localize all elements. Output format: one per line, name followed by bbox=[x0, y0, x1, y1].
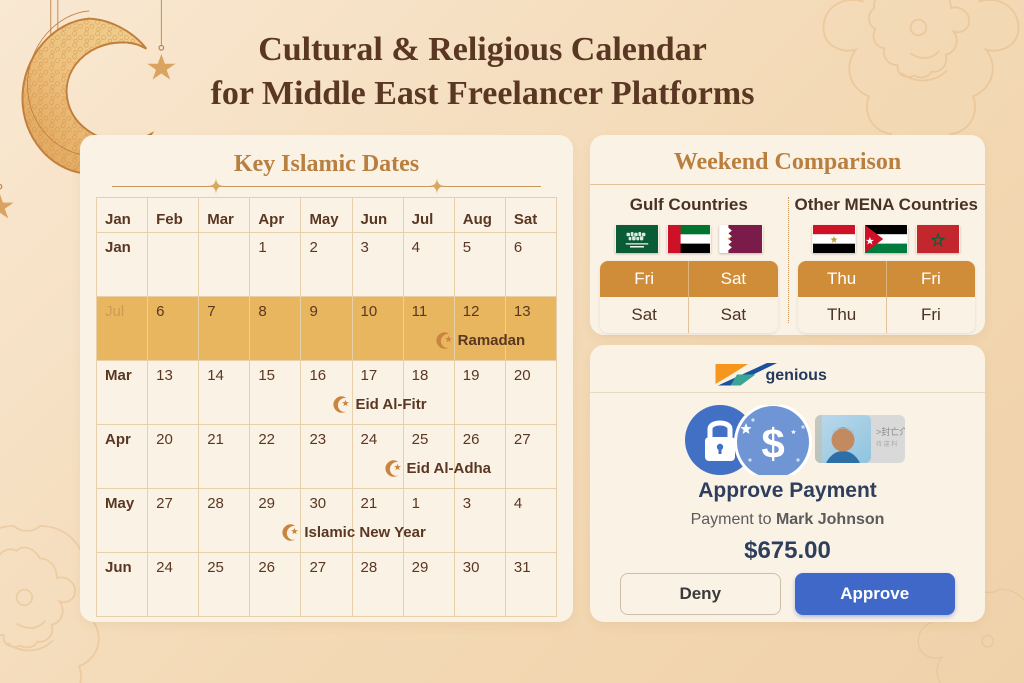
svg-text:>封亡介: >封亡介 bbox=[876, 426, 905, 437]
svg-text:genious: genious bbox=[765, 367, 826, 384]
svg-text:待 違 料: 待 違 料 bbox=[876, 440, 897, 448]
svg-text:$: $ bbox=[761, 420, 784, 467]
